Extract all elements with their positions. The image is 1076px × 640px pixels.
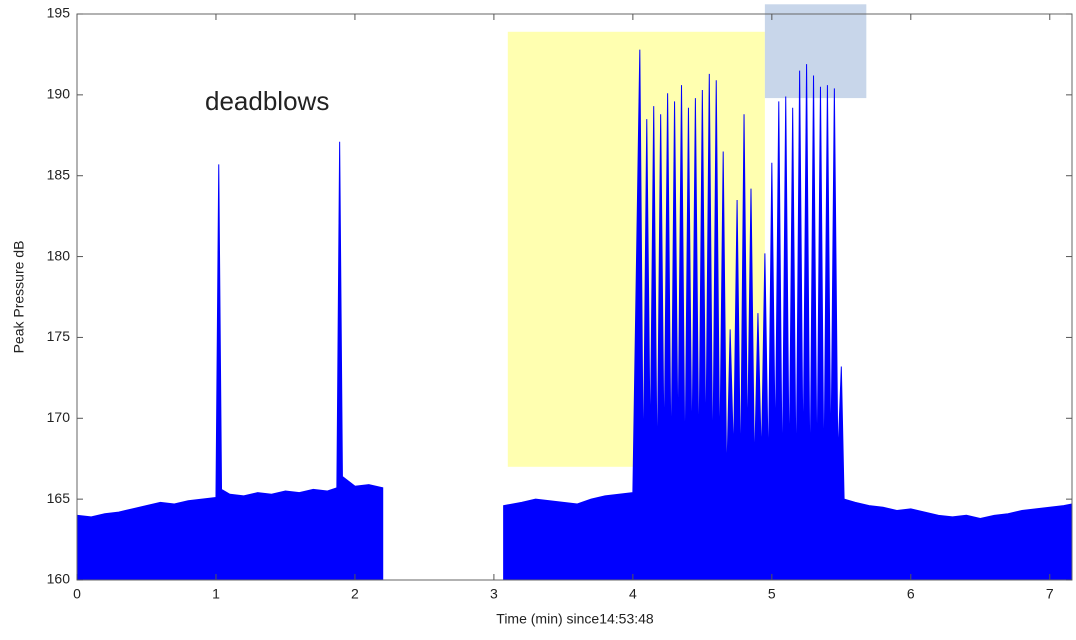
x-tick-label: 1 [212,586,220,602]
plot-layer [76,49,1073,581]
x-axis-label: Time (min) since14:53:48 [496,611,654,627]
x-tick-label: 6 [907,586,915,602]
x-tick-label: 0 [73,586,81,602]
y-axis-label: Peak Pressure dB [11,241,27,354]
x-tick-label: 5 [768,586,776,602]
y-tick-label: 180 [47,247,71,263]
x-tick-label: 7 [1046,586,1054,602]
y-tick-label: 175 [47,328,71,344]
x-tick-label: 3 [490,586,498,602]
y-tick-label: 185 [47,166,71,182]
x-tick-label: 4 [629,586,637,602]
y-tick-label: 190 [47,86,71,102]
data-area [76,49,1073,581]
y-tick-label: 165 [47,490,71,506]
highlight-region [764,4,867,99]
y-tick-label: 160 [47,571,71,587]
annotation: deadblows [205,86,329,116]
y-tick-label: 195 [47,5,71,21]
y-tick-label: 170 [47,409,71,425]
plot-frame [76,13,1073,581]
x-tick-label: 2 [351,586,359,602]
